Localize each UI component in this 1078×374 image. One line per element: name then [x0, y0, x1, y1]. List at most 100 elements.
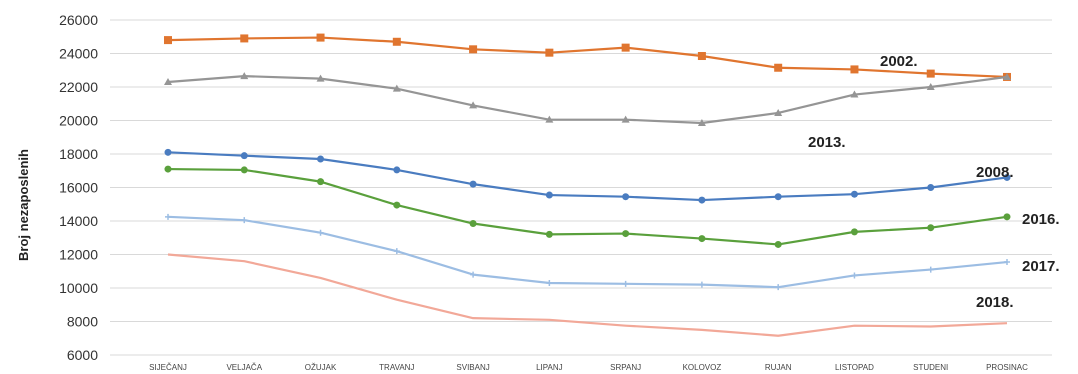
data-point	[393, 166, 401, 174]
data-point	[774, 108, 783, 116]
series-label: 2002.	[880, 53, 918, 70]
y-tick-label: 26000	[59, 12, 98, 28]
data-point	[545, 115, 554, 123]
y-tick-label: 20000	[59, 113, 98, 129]
x-tick-label: LISTOPAD	[835, 363, 874, 372]
data-point	[240, 72, 249, 80]
series-label: 2016.	[1022, 211, 1060, 228]
data-point	[240, 152, 248, 160]
series-2008	[164, 148, 1011, 204]
series-line	[167, 75, 1008, 125]
data-point	[1003, 213, 1011, 221]
data-point	[698, 235, 706, 243]
data-point	[622, 193, 630, 201]
series-line	[167, 215, 1008, 289]
data-point	[697, 119, 706, 127]
data-point	[545, 191, 553, 199]
data-point	[469, 45, 478, 54]
y-tick-label: 24000	[59, 46, 98, 62]
y-tick-label: 8000	[67, 314, 98, 330]
data-point	[317, 229, 324, 236]
y-tick-label: 18000	[59, 146, 98, 162]
data-point	[469, 101, 478, 109]
data-point	[851, 272, 858, 279]
series-label: 2018.	[976, 294, 1014, 311]
x-tick-label: LIPANJ	[536, 363, 563, 372]
series-2018	[167, 253, 1008, 337]
series-line	[167, 36, 1008, 79]
data-point	[850, 228, 858, 236]
data-point	[697, 52, 706, 61]
data-point	[621, 115, 630, 123]
data-point	[165, 213, 171, 220]
data-point	[850, 190, 858, 198]
data-point	[774, 193, 782, 201]
data-point	[774, 63, 783, 72]
data-point	[470, 271, 477, 278]
series-line	[167, 253, 1008, 337]
series-2017	[165, 213, 1010, 291]
data-point	[927, 266, 934, 273]
data-point	[316, 33, 325, 42]
x-tick-label: KOLOVOZ	[683, 363, 722, 372]
x-tick-label: STUDENI	[913, 363, 948, 372]
series-2016	[164, 165, 1011, 248]
x-tick-label: PROSINAC	[986, 363, 1028, 372]
data-point	[164, 36, 172, 45]
data-point	[622, 280, 629, 287]
data-point	[698, 196, 706, 204]
x-tick-label: SIJEČANJ	[149, 363, 187, 372]
data-point	[392, 37, 401, 46]
series-2002	[164, 33, 1011, 81]
data-point	[545, 230, 553, 238]
data-point	[775, 284, 782, 291]
data-point	[850, 90, 859, 98]
x-tick-label: SRPANJ	[610, 363, 641, 372]
data-point	[317, 155, 325, 163]
series-layer	[164, 33, 1011, 337]
y-tick-label: 6000	[67, 347, 98, 363]
data-point	[164, 165, 172, 173]
y-tick-label: 10000	[59, 280, 98, 296]
data-point	[698, 281, 705, 288]
data-point	[240, 34, 249, 43]
x-tick-label: RUJAN	[765, 363, 792, 372]
data-point	[469, 180, 477, 188]
series-label: 2008.	[976, 164, 1014, 181]
series-labels: 2002. 2013. 2008. 2016. 2017. 2018.	[808, 53, 1060, 311]
data-point	[622, 230, 630, 238]
data-point	[393, 201, 401, 209]
y-tick-label: 12000	[59, 247, 98, 263]
series-label: 2017.	[1022, 258, 1060, 275]
data-point	[469, 220, 477, 228]
data-point	[240, 166, 248, 174]
series-line	[167, 167, 1008, 246]
x-tick-label: TRAVANJ	[379, 363, 414, 372]
data-point	[926, 83, 935, 90]
grid-layer	[110, 19, 1052, 356]
data-point	[1004, 259, 1010, 266]
data-point	[621, 43, 630, 52]
y-tick-label: 22000	[59, 79, 98, 95]
data-point	[850, 65, 859, 74]
data-point	[392, 84, 401, 92]
y-tick-label: 14000	[59, 213, 98, 229]
y-tick-label: 16000	[59, 180, 98, 196]
y-axis-title: Broj nezaposlenih	[16, 149, 31, 261]
x-tick-label: VELJAČA	[226, 363, 262, 372]
data-point	[164, 148, 172, 156]
series-label: 2013.	[808, 134, 846, 151]
data-point	[774, 240, 782, 248]
data-point	[926, 69, 935, 78]
x-tick-label: SVIBANJ	[456, 363, 489, 372]
x-axis: SIJEČANJ VELJAČA OŽUJAK TRAVANJ SVIBANJ LIPAN…	[149, 363, 1028, 372]
data-point	[164, 77, 172, 85]
data-point	[1003, 173, 1011, 181]
x-tick-label: OŽUJAK	[305, 363, 337, 372]
series-line	[167, 151, 1008, 202]
data-point	[545, 48, 554, 57]
data-point	[317, 178, 325, 186]
data-point	[927, 184, 935, 191]
series-2013	[164, 72, 1011, 127]
